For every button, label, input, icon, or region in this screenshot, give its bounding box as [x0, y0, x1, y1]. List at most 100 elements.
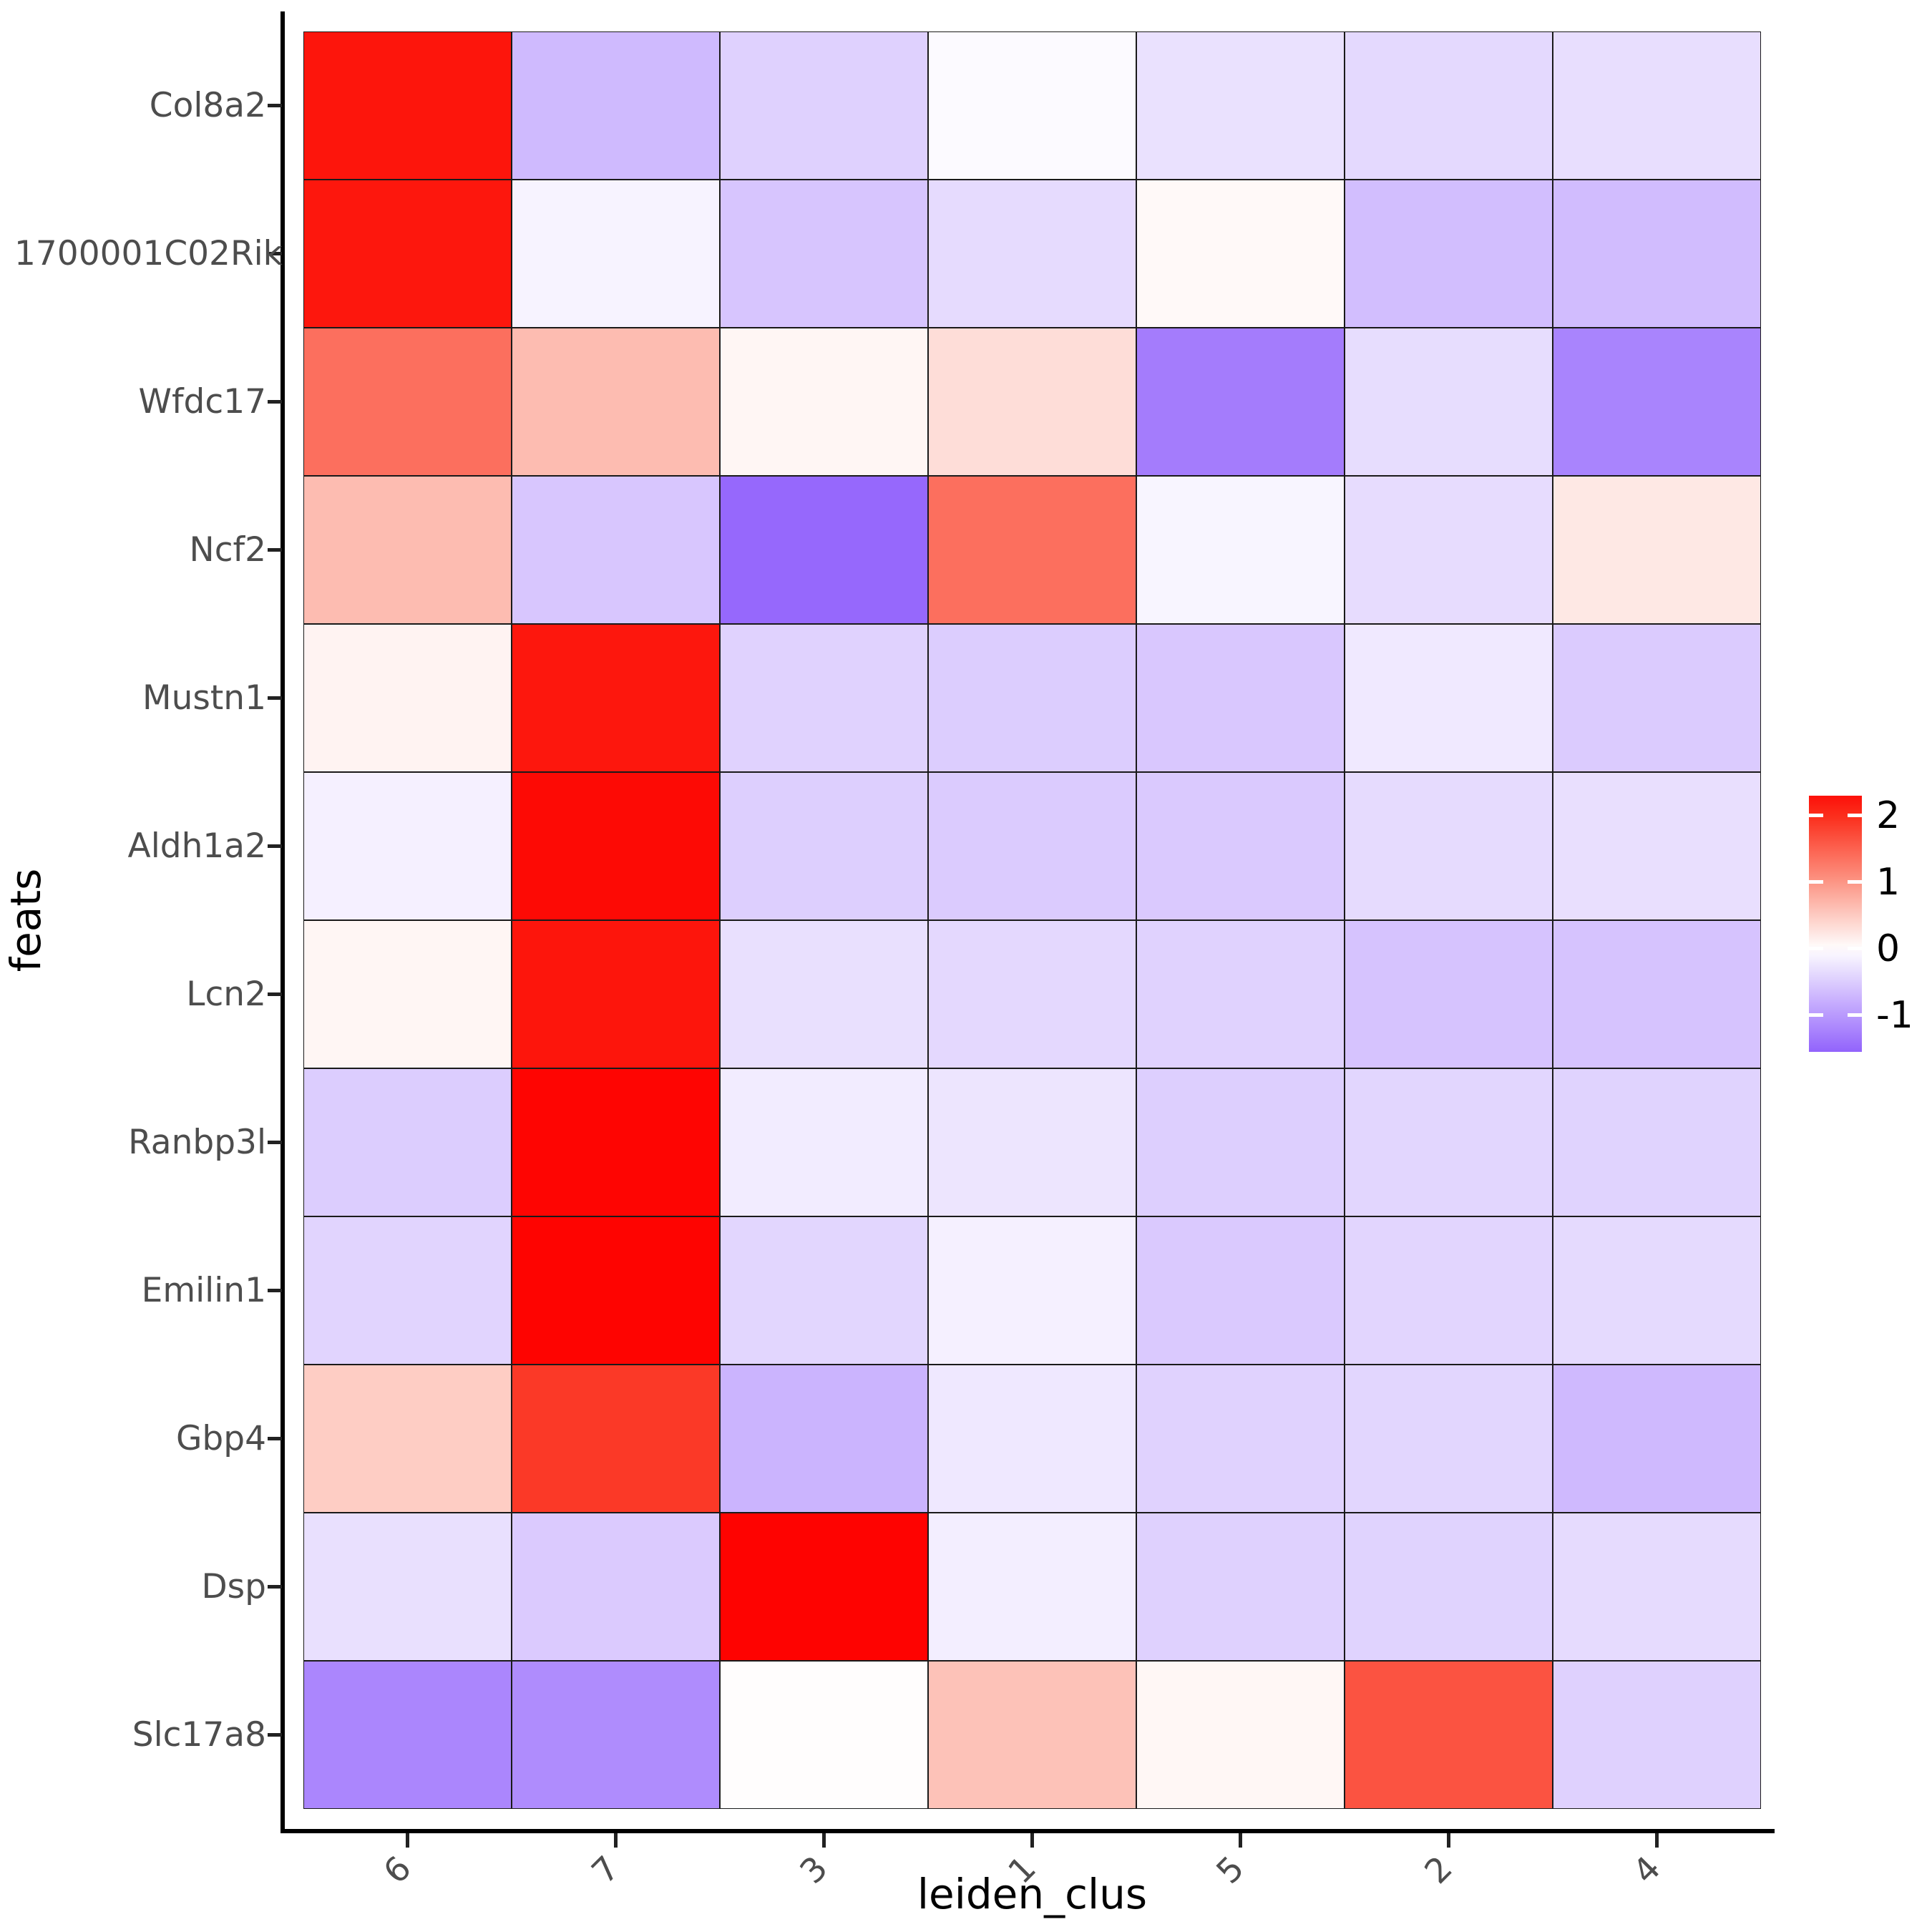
x-tick-mark [1239, 1833, 1242, 1848]
heatmap-cell [720, 476, 928, 624]
heatmap-cell [303, 328, 512, 476]
heatmap-cell [303, 476, 512, 624]
y-tick-mark [268, 252, 282, 255]
heatmap-cell [512, 476, 720, 624]
heatmap-cell [303, 772, 512, 920]
y-axis-title: feats [1, 868, 50, 972]
heatmap-cell [720, 180, 928, 328]
heatmap-cell [928, 1661, 1136, 1809]
y-tick-mark [268, 400, 282, 404]
y-tick-label: Wfdc17 [138, 381, 267, 421]
heatmap-cell [1553, 180, 1761, 328]
y-tick-label: Slc17a8 [132, 1714, 266, 1755]
heatmap-cell [1345, 1365, 1553, 1513]
y-tick-mark [268, 1289, 282, 1292]
heatmap-cell [928, 772, 1136, 920]
colorbar-tick-label: -1 [1876, 993, 1913, 1037]
y-tick-label: Col8a2 [149, 85, 266, 125]
heatmap-cell [303, 624, 512, 772]
colorbar-tick-mark [1848, 1013, 1862, 1018]
heatmap-cell [1553, 1068, 1761, 1216]
colorbar-tick-label: 1 [1876, 860, 1901, 904]
y-tick-mark [268, 1437, 282, 1440]
y-tick-label: Mustn1 [142, 678, 266, 718]
colorbar-tick-mark [1848, 880, 1862, 884]
heatmap-cell [1345, 920, 1553, 1068]
y-tick-label: Emilin1 [141, 1270, 266, 1310]
heatmap-cell [720, 1661, 928, 1809]
y-tick-mark [268, 1733, 282, 1737]
y-tick-label: 1700001C02Rik [14, 233, 283, 273]
colorbar-tick-mark [1848, 814, 1862, 818]
colorbar-tick-mark [1809, 814, 1823, 818]
heatmap-cell [512, 1513, 720, 1661]
x-axis-title: leiden_clus [917, 1870, 1148, 1918]
heatmap-cell [512, 1365, 720, 1513]
heatmap-cell [1345, 1216, 1553, 1365]
colorbar-tick-mark [1809, 947, 1823, 951]
heatmap-cell [1136, 1216, 1345, 1365]
y-tick-mark [268, 548, 282, 552]
heatmap-cell [720, 1513, 928, 1661]
heatmap-cell [1136, 1068, 1345, 1216]
heatmap-cell [1553, 772, 1761, 920]
heatmap-cell [720, 920, 928, 1068]
y-tick-mark [268, 1141, 282, 1144]
colorbar-tick-label: 2 [1876, 794, 1901, 837]
heatmap-panel [303, 31, 1761, 1809]
y-tick-label: Dsp [201, 1566, 266, 1606]
heatmap-cell [1345, 1661, 1553, 1809]
heatmap-cell [928, 1365, 1136, 1513]
heatmap-cell [1553, 1365, 1761, 1513]
heatmap-cell [1136, 476, 1345, 624]
y-tick-mark [268, 696, 282, 700]
heatmap-cell [928, 920, 1136, 1068]
heatmap-cell [1136, 1365, 1345, 1513]
heatmap-cell [928, 1216, 1136, 1365]
colorbar-tick-mark [1848, 947, 1862, 951]
x-tick-mark [1030, 1833, 1034, 1848]
heatmap-cell [720, 1068, 928, 1216]
heatmap-cell [303, 31, 512, 180]
heatmap-cell [1136, 920, 1345, 1068]
heatmap-cell [720, 328, 928, 476]
x-axis-line [280, 1829, 1775, 1833]
heatmap-cell [1136, 328, 1345, 476]
heatmap-cell [303, 1513, 512, 1661]
heatmap-cell [720, 1216, 928, 1365]
heatmap-cell [1345, 328, 1553, 476]
heatmap-cell [303, 1365, 512, 1513]
heatmap-cell [928, 180, 1136, 328]
y-tick-label: Ranbp3l [128, 1122, 266, 1162]
heatmap-cell [928, 328, 1136, 476]
heatmap-cell [1553, 476, 1761, 624]
heatmap-cell [1553, 1661, 1761, 1809]
heatmap-cell [1553, 624, 1761, 772]
heatmap-cell [1345, 624, 1553, 772]
heatmap-cell [303, 1216, 512, 1365]
y-tick-mark [268, 992, 282, 996]
heatmap-cell [1345, 31, 1553, 180]
heatmap-cell [512, 1068, 720, 1216]
heatmap-cell [720, 1365, 928, 1513]
y-tick-label: Aldh1a2 [127, 826, 266, 866]
heatmap-cell [1136, 772, 1345, 920]
heatmap-cell [928, 1513, 1136, 1661]
heatmap-cell [303, 920, 512, 1068]
x-tick-mark [1655, 1833, 1659, 1848]
heatmap-cell [1553, 920, 1761, 1068]
heatmap-cell [512, 772, 720, 920]
heatmap-cell [1345, 772, 1553, 920]
colorbar-tick-mark [1809, 880, 1823, 884]
heatmap-cell [1136, 624, 1345, 772]
heatmap-cell [928, 31, 1136, 180]
heatmap-cell [1345, 1068, 1553, 1216]
heatmap-cell [303, 180, 512, 328]
heatmap-cell [720, 31, 928, 180]
heatmap-cell [1345, 180, 1553, 328]
x-tick-mark [1447, 1833, 1450, 1848]
x-tick-mark [822, 1833, 826, 1848]
y-tick-mark [268, 1585, 282, 1589]
heatmap-cell [512, 328, 720, 476]
